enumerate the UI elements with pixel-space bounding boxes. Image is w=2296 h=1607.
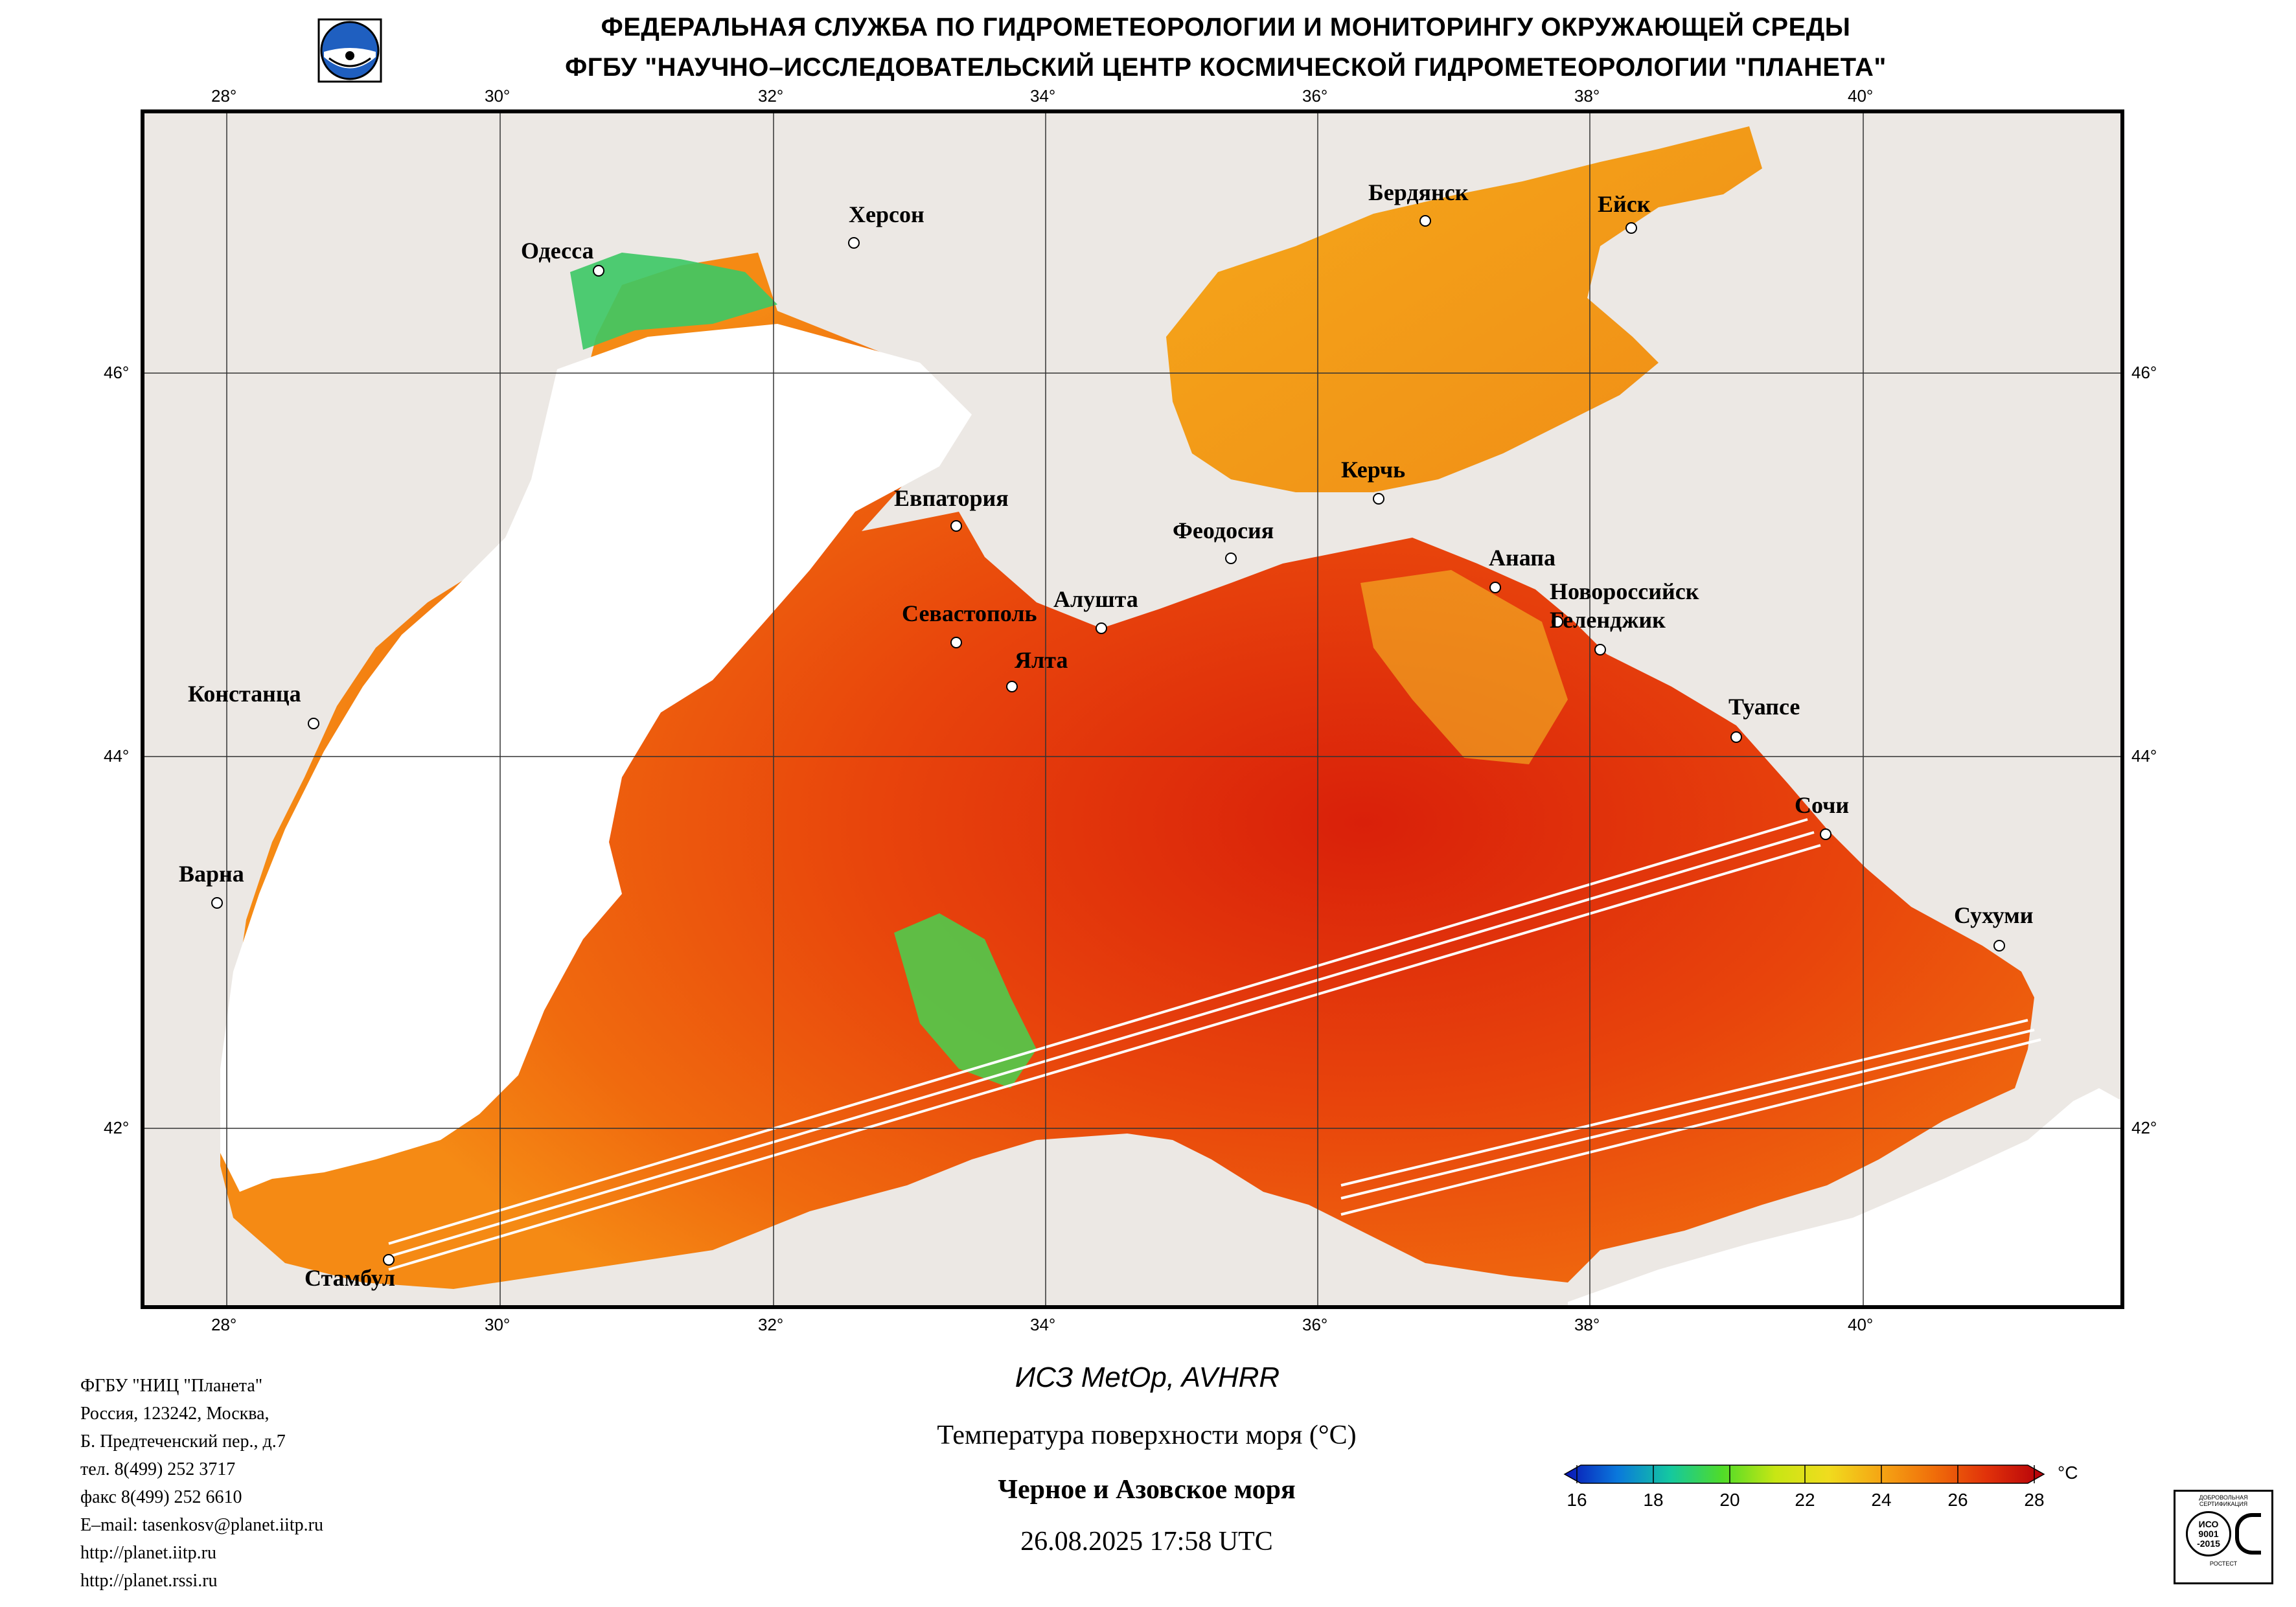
lat-label-left: 44°	[104, 746, 130, 766]
city-label-istanbul: Стамбул	[304, 1265, 396, 1291]
org-url-2[interactable]: http://planet.rssi.ru	[80, 1571, 218, 1591]
lat-label-right: 46°	[2131, 363, 2157, 382]
cert-bottom-text: РОСТЕСТ	[2209, 1560, 2238, 1567]
lon-label-top: 40°	[1848, 86, 1874, 106]
lon-label-bottom: 40°	[1848, 1315, 1874, 1334]
colorbar-tick-label: 20	[1719, 1490, 1740, 1510]
city-label-sochi: Сочи	[1795, 792, 1850, 818]
colorbar-tick-label: 18	[1643, 1490, 1664, 1510]
city-label-anapa: Анапа	[1489, 545, 1556, 571]
header-line-1: ФЕДЕРАЛЬНАЯ СЛУЖБА ПО ГИДРОМЕТЕОРОЛОГИИ …	[601, 13, 1851, 41]
lon-label-top: 38°	[1574, 86, 1600, 106]
parameter-label: Температура поверхности моря (°C)	[937, 1420, 1357, 1450]
colorbar-tick-label: 22	[1795, 1490, 1815, 1510]
colorbar-tick-label: 28	[2024, 1490, 2045, 1510]
org-name: ФГБУ "НИЦ "Планета"	[80, 1376, 263, 1396]
cert-c-icon	[2235, 1513, 2261, 1555]
org-info-block: ФГБУ "НИЦ "Планета" Россия, 123242, Моск…	[80, 1372, 323, 1595]
colorbar-gradient	[1563, 1465, 2045, 1484]
cert-top-text: ДОБРОВОЛЬНАЯ СЕРТИФИКАЦИЯ	[2199, 1494, 2248, 1507]
lat-label-left: 42°	[104, 1118, 130, 1137]
cloud-mask-west	[220, 324, 972, 1192]
region-label: Черное и Азовское моря	[998, 1475, 1296, 1505]
datetime-label: 26.08.2025 17:58 UTC	[1020, 1527, 1273, 1556]
lon-label-bottom: 32°	[758, 1315, 784, 1334]
lat-label-right: 42°	[2131, 1118, 2157, 1137]
azov-sea-area	[1166, 126, 1762, 492]
graticule-lines	[143, 111, 2122, 1307]
org-address-line-1: Россия, 123242, Москва,	[80, 1404, 270, 1424]
planeta-logo-icon	[317, 18, 382, 83]
cloud-mask-south-east	[1568, 1088, 2122, 1307]
lon-label-top: 28°	[211, 86, 237, 106]
lon-label-top: 34°	[1030, 86, 1056, 106]
org-email[interactable]: E–mail: tasenkosv@planet.iitp.ru	[80, 1515, 323, 1535]
lon-label-bottom: 28°	[211, 1315, 237, 1334]
cold-shelf-nw	[570, 253, 777, 350]
satellite-label: ИСЗ MetOp, AVHRR	[1015, 1362, 1280, 1393]
lon-label-top: 30°	[485, 86, 511, 106]
cert-iso: ИСО	[2198, 1518, 2219, 1529]
city-label-alushta: Алушта	[1053, 586, 1138, 612]
city-label-sukhumi: Сухуми	[1954, 902, 2034, 928]
city-label-odessa: Одесса	[521, 238, 594, 264]
iso-certification-badge: ДОБРОВОЛЬНАЯ СЕРТИФИКАЦИЯ ИСО 9001 -2015…	[2174, 1490, 2273, 1584]
lat-label-right: 44°	[2131, 746, 2157, 766]
org-fax: факс 8(499) 252 6610	[80, 1487, 242, 1507]
lon-label-bottom: 30°	[485, 1315, 511, 1334]
org-url-1[interactable]: http://planet.iitp.ru	[80, 1543, 216, 1563]
cert-number: 9001	[2198, 1528, 2219, 1539]
lon-label-bottom: 34°	[1030, 1315, 1056, 1334]
colorbar-tick-label: 16	[1567, 1490, 1587, 1510]
warm-plume-yellow	[1360, 570, 1568, 764]
city-markers	[211, 215, 2005, 1266]
city-label-gelendzhik: Геленджик	[1550, 607, 1666, 633]
city-label-yevpatoriya: Евпатория	[894, 485, 1009, 511]
city-label-feodosiya: Феодосия	[1173, 518, 1274, 543]
city-label-yalta: Ялта	[1015, 647, 1068, 673]
lon-label-bottom: 36°	[1302, 1315, 1328, 1334]
cert-emblem-icon: ИСО 9001 -2015	[2186, 1511, 2231, 1556]
colorbar-tick-label: 24	[1871, 1490, 1892, 1510]
city-label-kerch: Керчь	[1341, 457, 1406, 483]
colorbar-tick-marks	[1576, 1465, 2035, 1483]
map-frame	[141, 109, 2124, 1309]
scan-line-artifacts	[388, 818, 2041, 1271]
city-label-constanta: Констанца	[188, 681, 301, 707]
colorbar-tick-label: 26	[1947, 1490, 1968, 1510]
city-label-sevastopol: Севастополь	[902, 600, 1037, 626]
city-label-yeysk: Ейск	[1598, 191, 1651, 217]
city-label-kherson: Херсон	[849, 201, 924, 227]
lat-label-left: 46°	[104, 363, 130, 382]
city-label-varna: Варна	[179, 861, 244, 887]
cert-year: -2015	[2197, 1538, 2220, 1549]
cold-upwelling-spot	[894, 913, 1037, 1088]
lon-label-bottom: 38°	[1574, 1315, 1600, 1334]
city-label-novorossiysk: Новороссийск	[1550, 578, 1699, 604]
city-label-berdyansk: Бердянск	[1368, 179, 1469, 205]
city-label-tuapse: Туапсе	[1728, 694, 1800, 720]
org-address-line-2: Б. Предтеченский пер., д.7	[80, 1431, 286, 1452]
lon-label-top: 32°	[758, 86, 784, 106]
org-phone: тел. 8(499) 252 3717	[80, 1459, 236, 1479]
lon-label-top: 36°	[1302, 86, 1328, 106]
header-line-2: ФГБУ "НАУЧНО–ИССЛЕДОВАТЕЛЬСКИЙ ЦЕНТР КОС…	[565, 53, 1887, 82]
colorbar-unit: °C	[2058, 1463, 2078, 1483]
